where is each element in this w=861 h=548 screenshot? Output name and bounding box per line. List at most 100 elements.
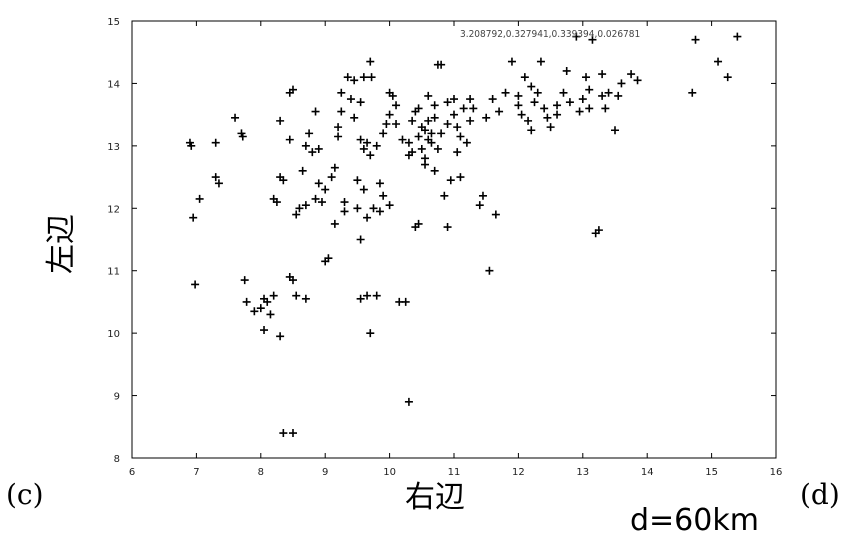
scatter-point <box>240 276 249 285</box>
scatter-point <box>356 135 365 144</box>
scatter-point <box>408 116 417 125</box>
x-tick-label: 10 <box>383 467 396 478</box>
scatter-point <box>301 201 310 210</box>
scatter-point <box>385 201 394 210</box>
scatter-point <box>305 129 314 138</box>
scatter-point <box>266 310 275 319</box>
scatter-point <box>414 132 423 141</box>
scatter-point <box>330 219 339 228</box>
scatter-point <box>379 191 388 200</box>
scatter-point <box>572 32 581 41</box>
y-axis-title: 左辺 <box>44 214 79 274</box>
scatter-point <box>404 397 413 406</box>
scatter-point <box>366 57 375 66</box>
scatter-point <box>582 73 591 82</box>
scatter-point <box>385 110 394 119</box>
scatter-point <box>308 148 317 157</box>
scatter-point <box>353 176 362 185</box>
scatter-point <box>562 66 571 75</box>
scatter-point <box>337 107 346 116</box>
scatter-point <box>211 173 220 182</box>
scatter-point <box>301 141 310 150</box>
scatter-point <box>231 113 240 122</box>
scatter-point <box>279 176 288 185</box>
scatter-point <box>723 73 732 82</box>
scatter-point <box>346 95 355 104</box>
scatter-point <box>388 91 397 100</box>
scatter-point <box>462 138 471 147</box>
scatter-point <box>375 207 384 216</box>
scatter-point <box>524 116 533 125</box>
scatter-point <box>187 141 196 150</box>
scatter-point <box>427 129 436 138</box>
scatter-point <box>553 101 562 110</box>
y-tick-label: 11 <box>107 267 120 278</box>
scatter-point <box>520 73 529 82</box>
scatter-point <box>414 104 423 113</box>
scatter-point <box>433 144 442 153</box>
scatter-point <box>301 294 310 303</box>
scatter-point <box>450 110 458 119</box>
scatter-point <box>289 276 297 285</box>
x-axis-title: 右辺 <box>405 480 465 515</box>
scatter-point <box>327 173 336 182</box>
panel-label-c: (c) <box>6 478 44 511</box>
scatter-point <box>334 132 343 141</box>
scatter-point <box>340 198 349 207</box>
x-tick-label: 6 <box>129 467 135 478</box>
scatter-point <box>263 297 272 306</box>
scatter-point <box>242 297 251 306</box>
scatter-point <box>195 194 204 203</box>
scatter-point <box>588 35 597 44</box>
scatter-point <box>311 107 320 116</box>
scatter-point <box>466 95 475 104</box>
scatter-point <box>356 235 365 244</box>
scatter-point <box>495 107 504 116</box>
scatter-point <box>359 185 368 194</box>
scatter-point <box>189 213 198 222</box>
scatter-point <box>276 332 285 341</box>
distance-label: d=60km <box>630 503 759 538</box>
scatter-point <box>501 88 510 97</box>
scatter-point <box>340 207 349 216</box>
scatter-point <box>367 73 376 82</box>
scatter-point <box>627 70 636 79</box>
scatter-point <box>440 191 449 200</box>
x-tick-label: 9 <box>322 467 328 478</box>
x-tick-label: 15 <box>705 467 718 478</box>
scatter-point <box>453 123 462 132</box>
scatter-point <box>292 291 301 300</box>
scatter-point <box>417 144 426 153</box>
x-tick-label: 12 <box>512 467 525 478</box>
y-tick-label: 8 <box>114 454 120 465</box>
y-tick-label: 10 <box>107 329 120 340</box>
scatter-point <box>250 307 259 316</box>
scatter-point <box>359 144 368 153</box>
scatter-point <box>359 73 368 82</box>
scatter-point <box>559 88 568 97</box>
scatter-point <box>430 101 439 110</box>
scatter-point <box>604 88 613 97</box>
scatter-point <box>437 129 446 138</box>
x-tick-label: 8 <box>258 467 264 478</box>
scatter-point <box>356 294 365 303</box>
scatter-point <box>598 91 607 100</box>
scatter-point <box>491 210 500 219</box>
scatter-point <box>475 201 484 210</box>
scatter-point <box>392 120 401 129</box>
x-tick-label: 16 <box>770 467 783 478</box>
y-tick-label: 9 <box>114 392 120 403</box>
scatter-point <box>324 254 333 263</box>
plot-frame <box>131 20 777 459</box>
x-tick-label: 11 <box>448 467 461 478</box>
scatter-point <box>478 191 487 200</box>
scatter-point <box>533 88 542 97</box>
scatter-point <box>443 120 452 129</box>
scatter-point <box>446 176 455 185</box>
scatter-point <box>256 304 265 313</box>
scatter-point <box>334 123 343 132</box>
scatter-point <box>375 179 384 188</box>
scatter-points <box>185 32 742 438</box>
y-tick-label: 12 <box>107 204 120 215</box>
